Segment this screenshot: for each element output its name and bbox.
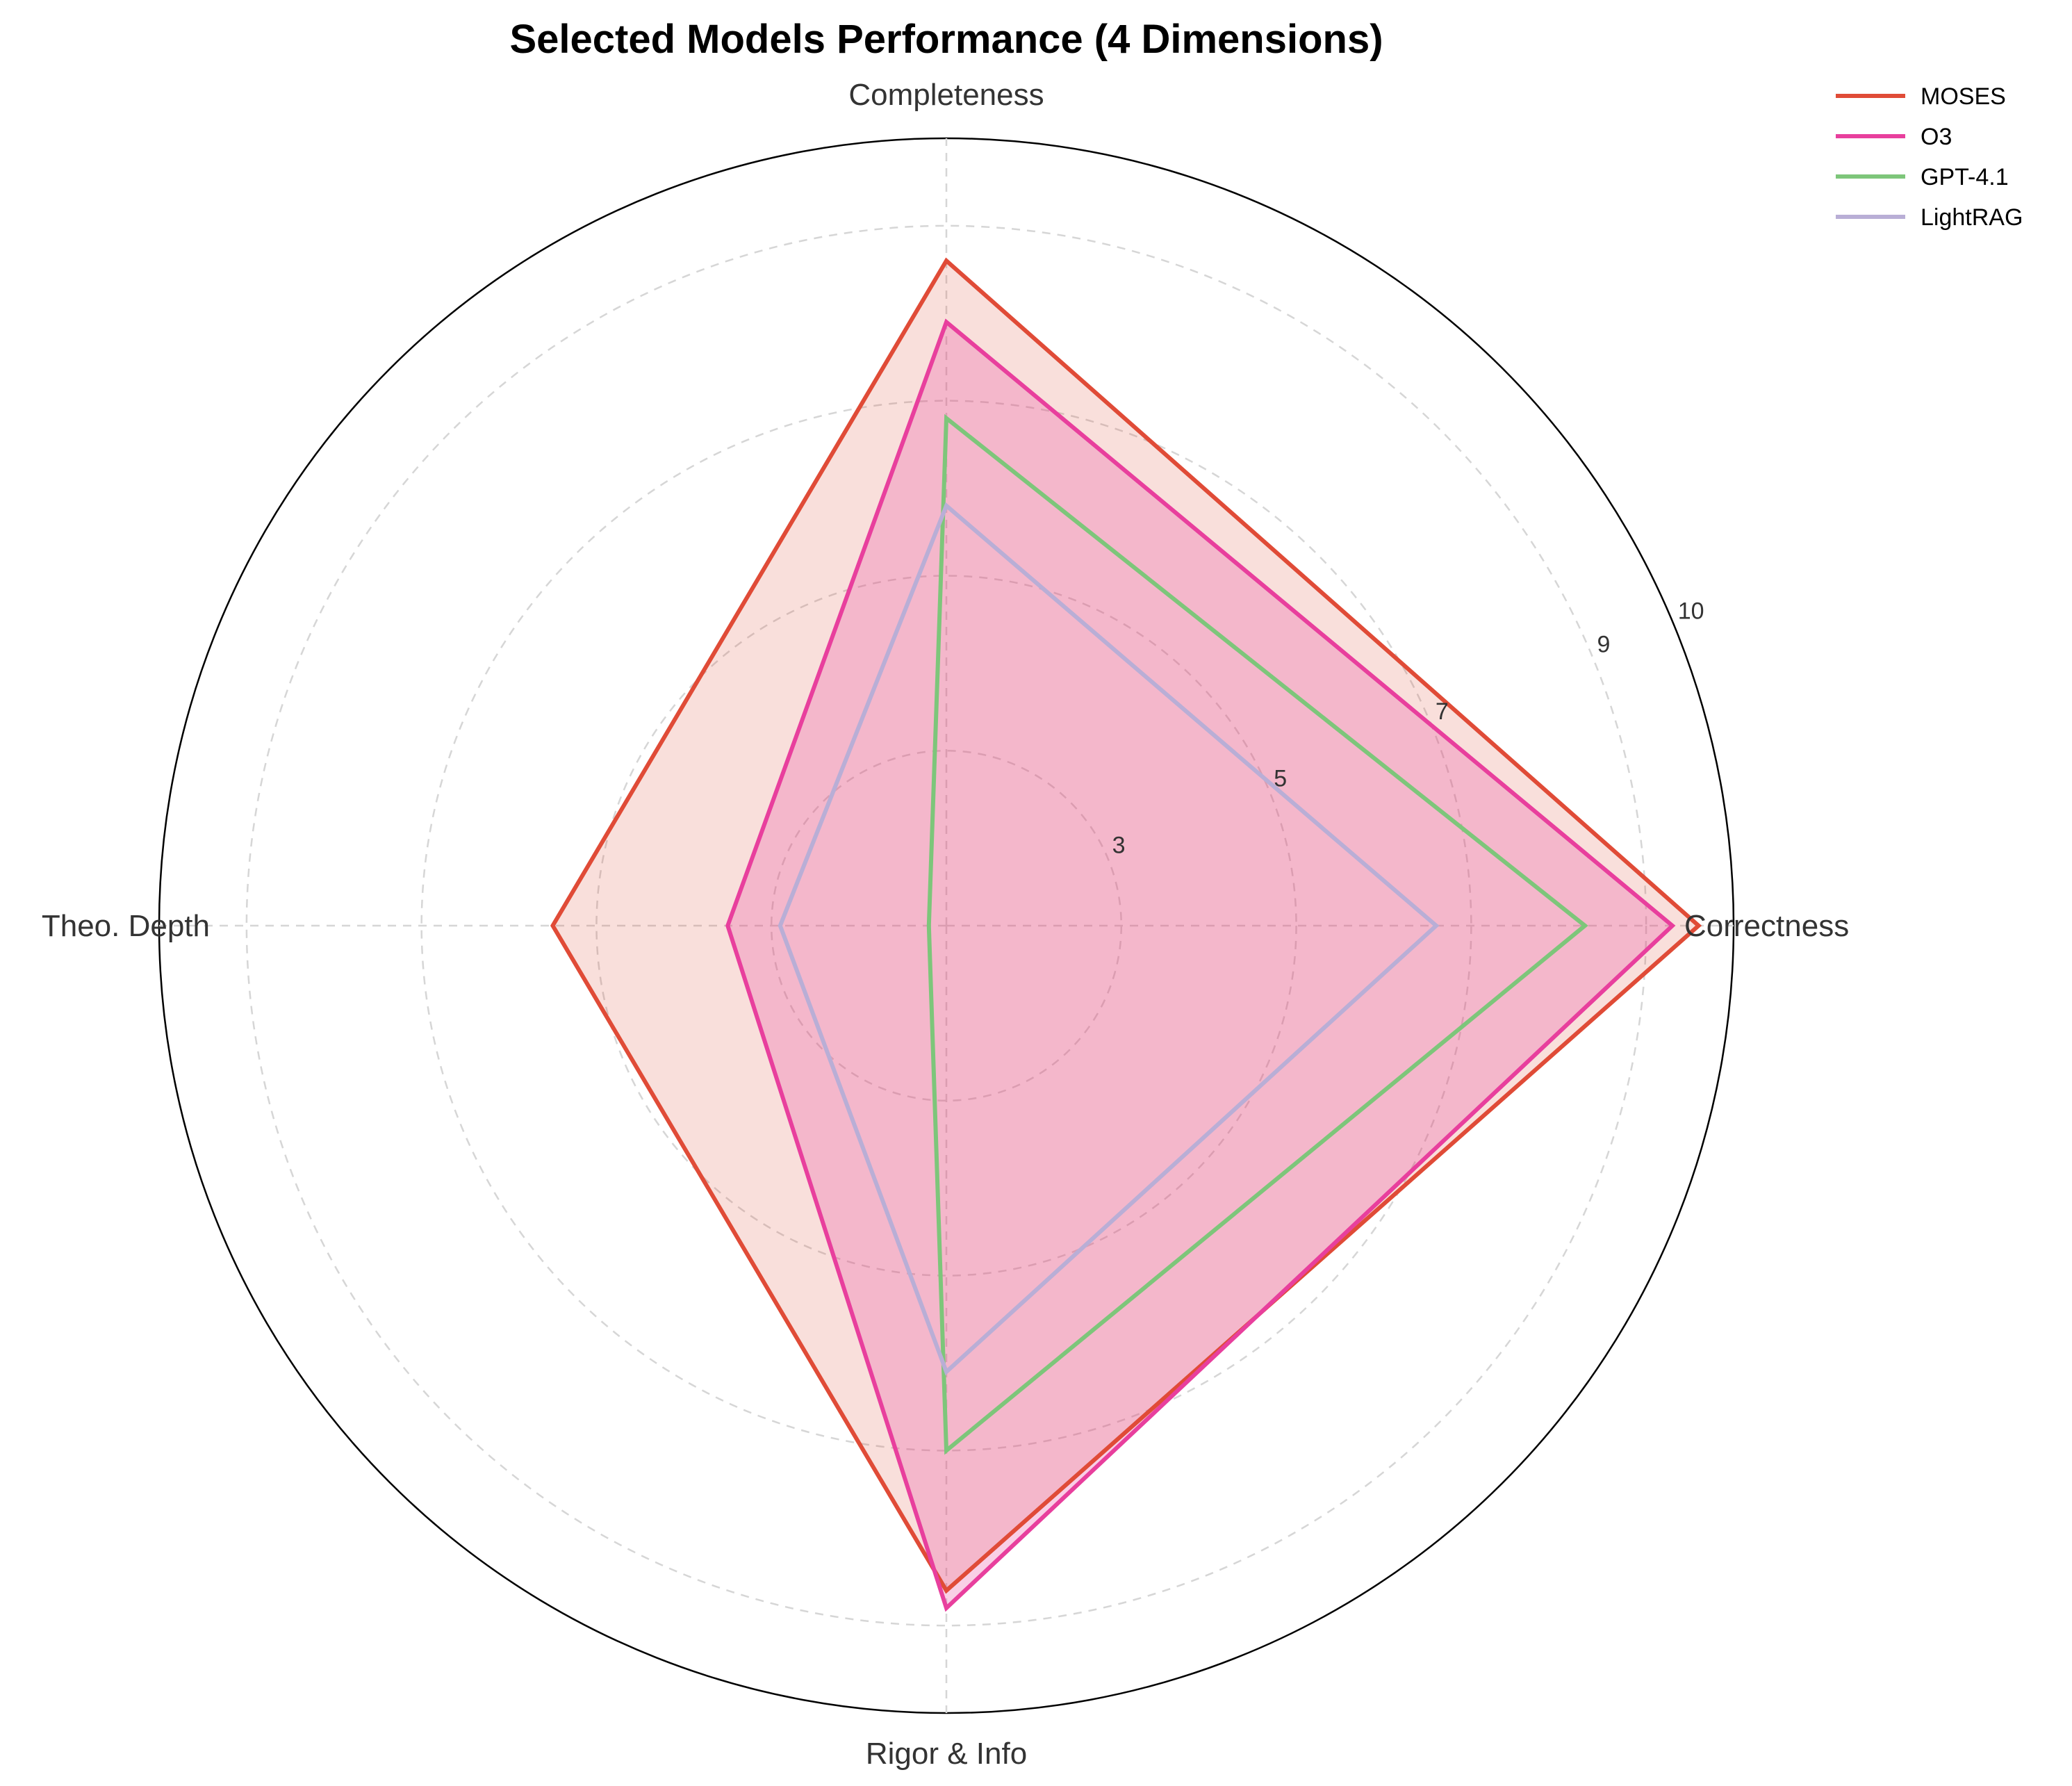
axis-label-2: Theo. Depth [42,909,210,943]
legend-label: GPT-4.1 [1921,164,2009,190]
axis-label-0: Correctness [1684,909,1849,943]
series-line-lightrag [778,502,1440,1376]
series-fill-o3 [727,322,1672,1608]
radial-tick-labels: 3 5 7 9 10 [1112,598,1704,858]
axis-label-1: Completeness [848,78,1044,112]
legend-label: O3 [1921,124,1952,150]
series-line-o3 [725,318,1676,1612]
grid-circle-9 [245,224,1647,1627]
legend-label: LightRAG [1921,204,2023,231]
series-line-moses [550,257,1702,1594]
tick-label: 3 [1112,833,1126,859]
tick-label: 7 [1436,698,1449,725]
series-fill-moses [552,261,1699,1591]
axis-labels: Correctness Completeness Theo. Depth Rigor … [42,78,1849,1771]
tick-label: 10 [1678,598,1704,624]
legend: MOSES O3 GPT-4.1 LightRAG [1836,83,2023,231]
axis-label-3: Rigor & Info [866,1737,1027,1771]
chart-title: Selected Models Performance (4 Dimension… [509,17,1383,62]
grid-circle-5 [595,575,1297,1277]
legend-label: MOSES [1921,83,2006,110]
series-fills [552,261,1699,1608]
series-line-gpt-4.1 [926,413,1588,1455]
radar-grid [158,137,1735,1714]
tick-label: 5 [1274,765,1287,792]
series-lines [550,257,1702,1612]
tick-label: 9 [1597,632,1610,658]
